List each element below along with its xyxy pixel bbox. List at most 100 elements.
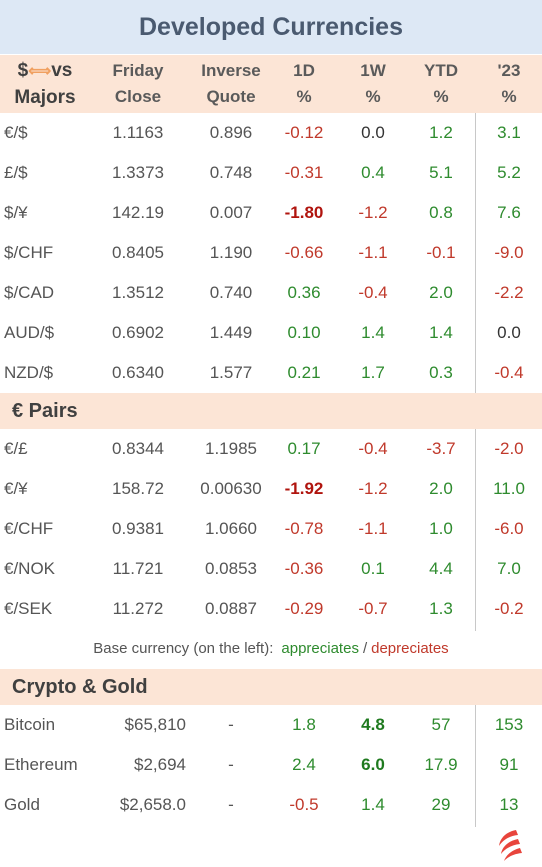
- cell-pair: €/$: [4, 123, 28, 142]
- cell-d1: -0.5: [289, 795, 319, 814]
- title-bar: Developed Currencies: [0, 0, 542, 54]
- cell-close: 0.6902: [112, 323, 164, 342]
- cell-d1: 0.36: [287, 283, 321, 302]
- cell-y23: -9.0: [494, 243, 524, 262]
- cell-d1: 0.17: [287, 439, 321, 458]
- header-2023-l1: '23: [497, 61, 521, 80]
- cell-ytd: 2.0: [429, 479, 453, 498]
- cell-w1: 1.4: [361, 323, 385, 342]
- cell-ytd: 0.3: [429, 363, 453, 382]
- header-pair-majors: Majors: [14, 86, 76, 108]
- cell-pair: Ethereum: [4, 755, 78, 774]
- cell-y23: -6.0: [494, 519, 524, 538]
- cell-pair: €/CHF: [4, 519, 54, 538]
- table-row: €/CHF 0.9381 1.0660 -0.78 -1.1 1.0 -6.0: [0, 509, 542, 549]
- cell-d1: -0.78: [284, 519, 324, 538]
- cell-d1: -0.36: [284, 559, 324, 578]
- legend-footnote: Base currency (on the left): appreciates…: [0, 631, 542, 665]
- cell-pair: $/CAD: [4, 283, 55, 302]
- euro-pairs-section-header: € Pairs: [0, 393, 542, 429]
- cell-pair: £/$: [4, 163, 28, 182]
- cell-inverse: -: [228, 795, 234, 814]
- crypto-gold-section-title: Crypto & Gold: [12, 675, 148, 698]
- cell-inverse: 0.00630: [200, 479, 262, 498]
- table-row: $/¥ 142.19 0.007 -1.80 -1.2 0.8 7.6: [0, 193, 542, 233]
- cell-y23: -0.2: [494, 599, 524, 618]
- footnote-depreciates: depreciates: [371, 639, 449, 657]
- cell-ytd: 4.4: [429, 559, 453, 578]
- column-divider: [475, 429, 476, 631]
- cell-w1: 0.0: [361, 123, 385, 142]
- cell-close: 158.72: [112, 479, 164, 498]
- header-pair-dollar: $: [17, 59, 29, 81]
- cell-d1: 0.10: [287, 323, 321, 342]
- cell-ytd: 17.9: [424, 755, 458, 774]
- header-ytd-l2: %: [433, 87, 449, 106]
- cell-w1: 1.4: [361, 795, 385, 814]
- cell-pair: €/£: [4, 439, 28, 458]
- cell-close: 1.3373: [112, 163, 164, 182]
- cell-y23: 3.1: [497, 123, 521, 142]
- cell-inverse: 0.007: [209, 203, 253, 222]
- cell-ytd: 0.8: [429, 203, 453, 222]
- cell-y23: 5.2: [497, 163, 521, 182]
- footnote-appreciates: appreciates: [281, 639, 359, 657]
- cell-d1: -0.12: [284, 123, 324, 142]
- cell-w1: 0.4: [361, 163, 385, 182]
- cell-d1: -1.80: [284, 203, 324, 222]
- table-row: $/CHF 0.8405 1.190 -0.66 -1.1 -0.1 -9.0: [0, 233, 542, 273]
- header-close-l2: Close: [114, 87, 162, 106]
- euro-pairs-section-title: € Pairs: [12, 399, 78, 422]
- cell-y23: 13: [499, 795, 519, 814]
- header-close: Friday Close: [96, 55, 180, 113]
- cell-pair: Bitcoin: [4, 715, 56, 734]
- footnote-separator: /: [362, 639, 368, 657]
- cell-close: $2,694: [134, 755, 186, 774]
- cell-ytd: 1.2: [429, 123, 453, 142]
- cell-close: 0.6340: [112, 363, 164, 382]
- column-divider: [475, 113, 476, 393]
- cell-pair: €/¥: [4, 479, 28, 498]
- table-row: NZD/$ 0.6340 1.577 0.21 1.7 0.3 -0.4: [0, 353, 542, 393]
- table-row: €/¥ 158.72 0.00630 -1.92 -1.2 2.0 11.0: [0, 469, 542, 509]
- table-row: $/CAD 1.3512 0.740 0.36 -0.4 2.0 -2.2: [0, 273, 542, 313]
- cell-close: 1.1163: [112, 123, 164, 142]
- cell-close: 0.9381: [112, 519, 164, 538]
- cell-inverse: -: [228, 755, 234, 774]
- cell-inverse: 0.740: [209, 283, 253, 302]
- cell-inverse: 0.0853: [205, 559, 257, 578]
- cell-d1: 0.21: [287, 363, 321, 382]
- cell-w1: -1.1: [358, 519, 388, 538]
- cell-ytd: 2.0: [429, 283, 453, 302]
- header-1w-l1: 1W: [360, 61, 386, 80]
- cell-pair: $/CHF: [4, 243, 54, 262]
- cell-ytd: 5.1: [429, 163, 453, 182]
- cell-close: 0.8405: [112, 243, 164, 262]
- table-row: €/£ 0.8344 1.1985 0.17 -0.4 -3.7 -2.0: [0, 429, 542, 469]
- cell-close: $65,810: [124, 715, 186, 734]
- crypto-gold-section-header: Crypto & Gold: [0, 669, 542, 705]
- header-2023-l2: %: [501, 87, 517, 106]
- cell-inverse: 1.0660: [205, 519, 257, 538]
- cell-d1: -0.66: [284, 243, 324, 262]
- cell-y23: 11.0: [493, 479, 525, 498]
- table-row: AUD/$ 0.6902 1.449 0.10 1.4 1.4 0.0: [0, 313, 542, 353]
- cell-pair: €/SEK: [4, 599, 53, 618]
- cell-ytd: 1.0: [429, 519, 453, 538]
- table-row: £/$ 1.3373 0.748 -0.31 0.4 5.1 5.2: [0, 153, 542, 193]
- cell-y23: -2.2: [494, 283, 524, 302]
- cell-d1: -1.92: [284, 479, 324, 498]
- header-ytd: YTD %: [410, 55, 472, 113]
- flame-logo-icon: [494, 828, 524, 862]
- page-title: Developed Currencies: [139, 12, 403, 41]
- header-1d: 1D %: [274, 55, 334, 113]
- cell-y23: 153: [494, 715, 524, 734]
- header-1d-l1: 1D: [293, 61, 315, 80]
- cell-pair: $/¥: [4, 203, 28, 222]
- header-pair: $⟺vs Majors: [0, 55, 90, 113]
- cell-close: 0.8344: [112, 439, 164, 458]
- table-row: €/$ 1.1163 0.896 -0.12 0.0 1.2 3.1: [0, 113, 542, 153]
- cell-y23: 7.6: [497, 203, 521, 222]
- header-ytd-l1: YTD: [424, 61, 458, 80]
- cell-d1: -0.29: [284, 599, 324, 618]
